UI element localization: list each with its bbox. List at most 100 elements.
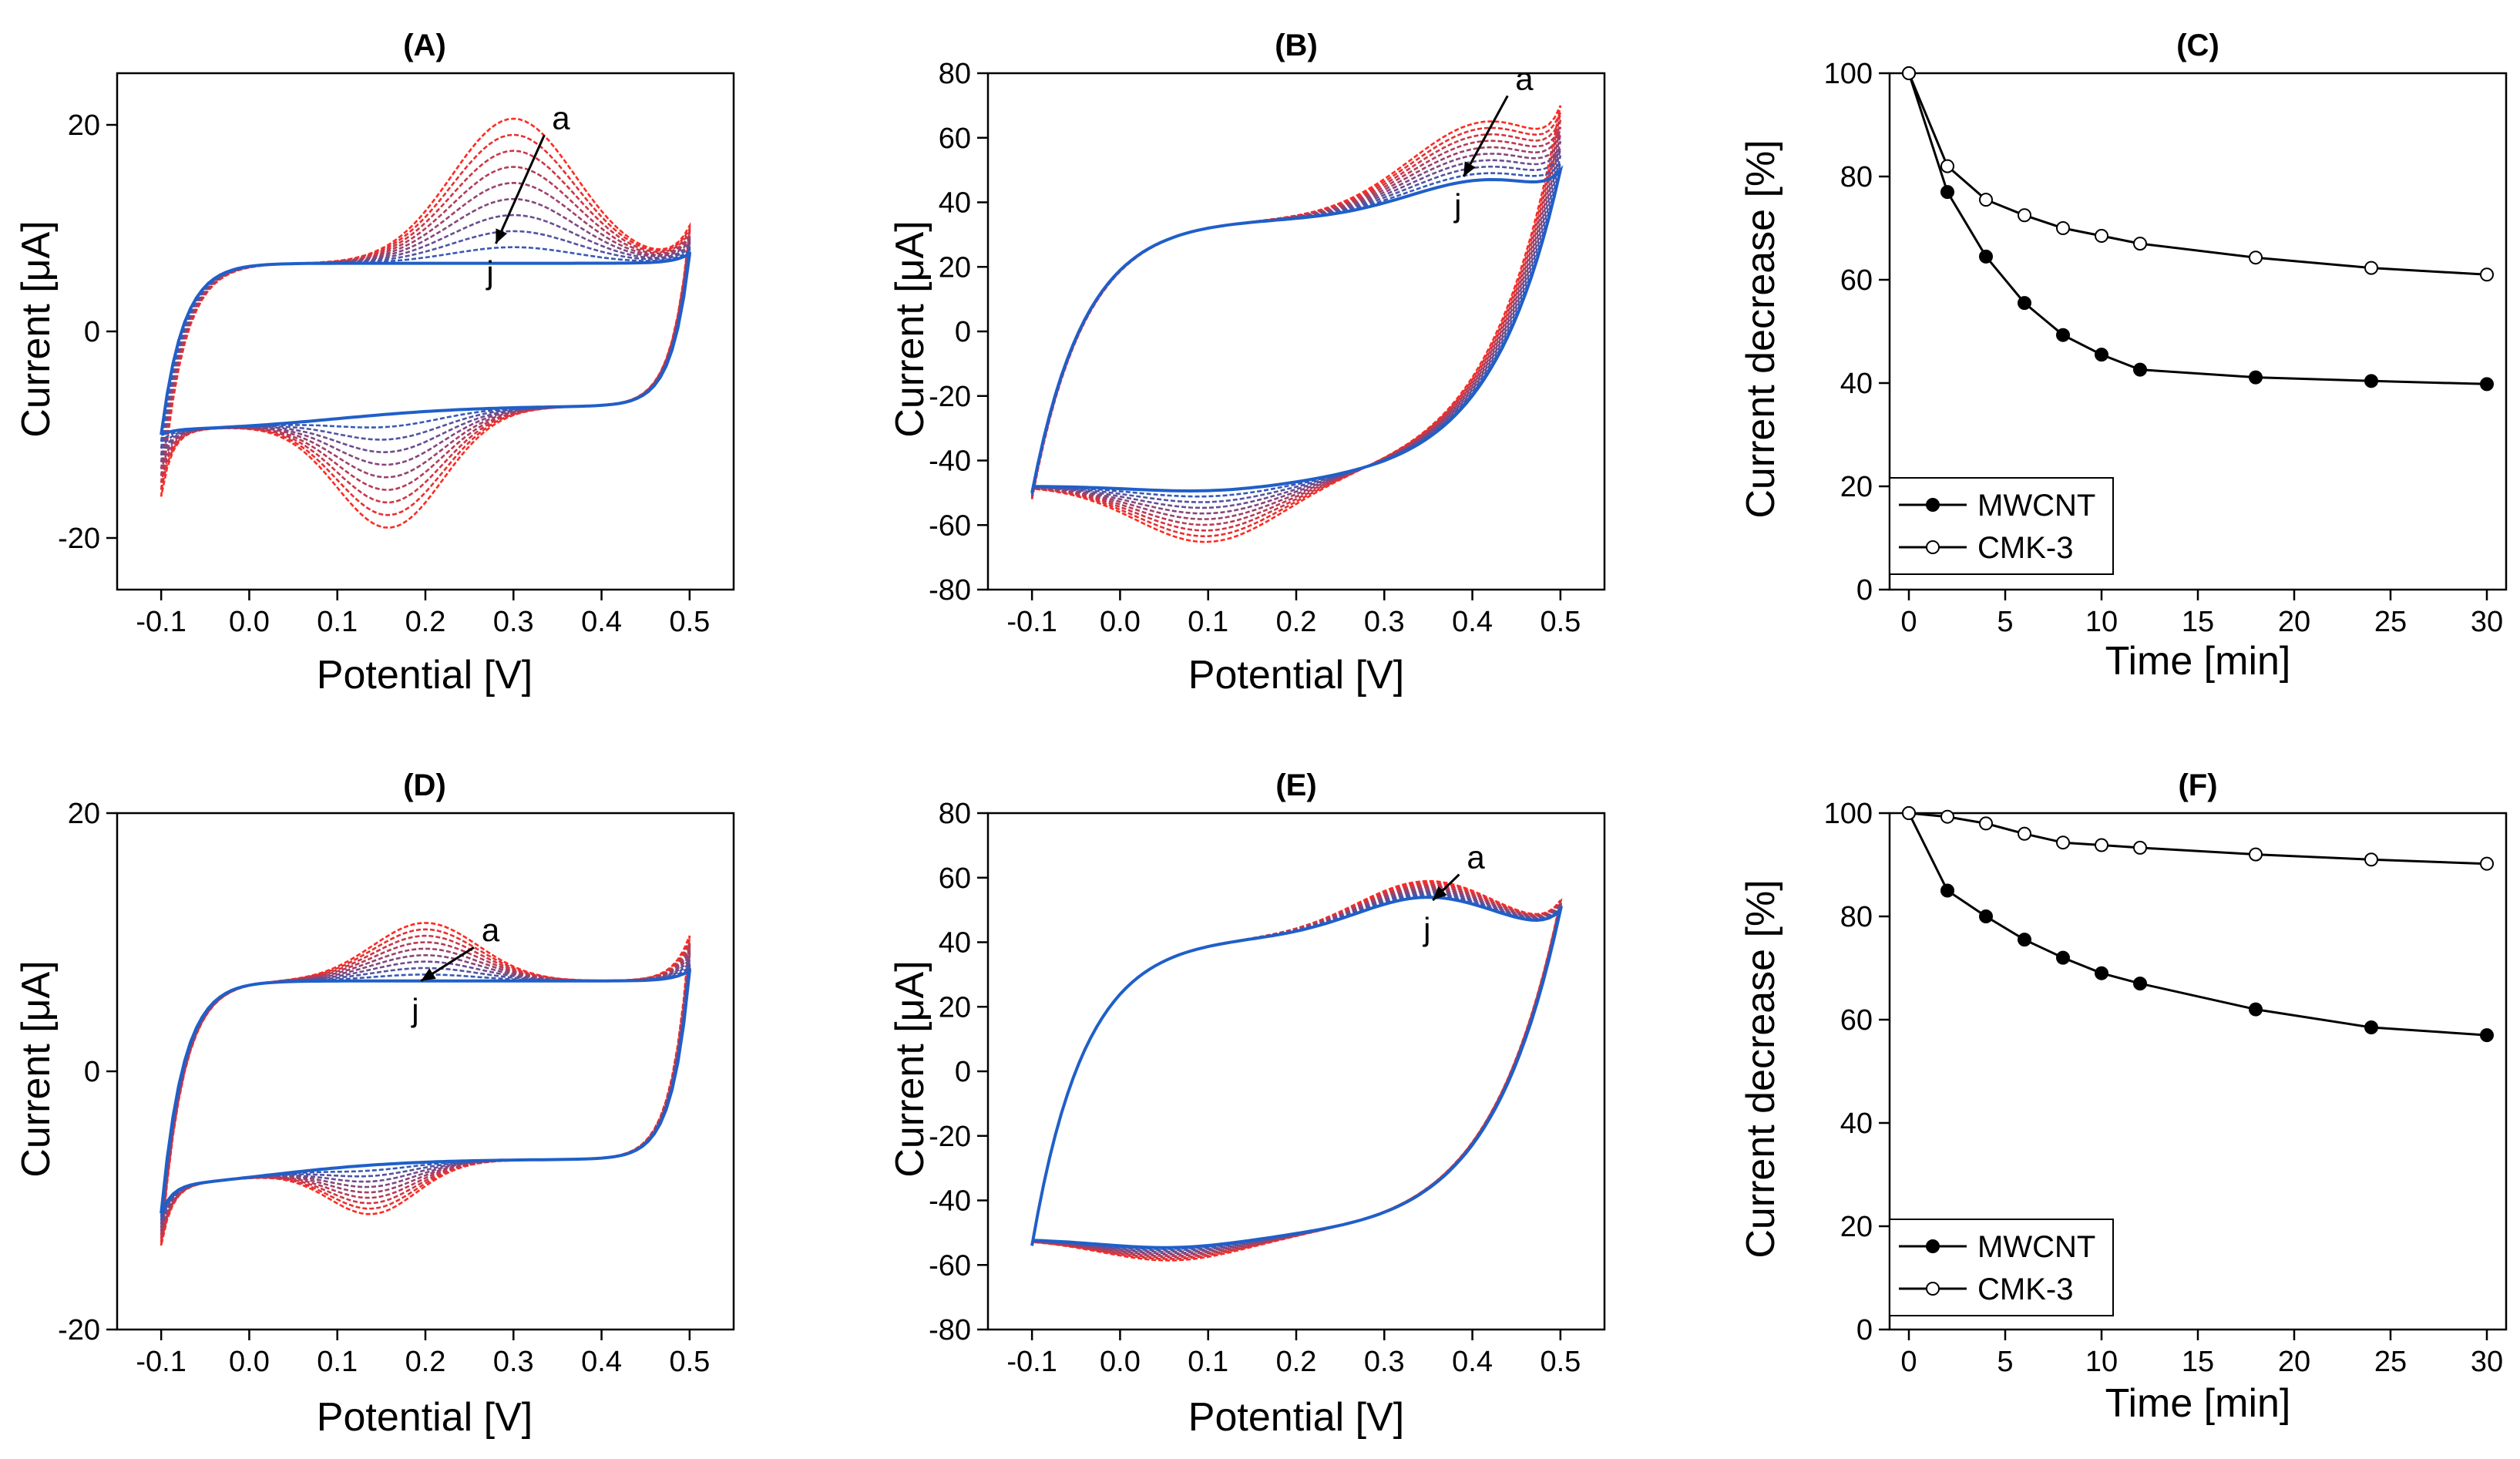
x-tick-label: 0.2 — [1276, 606, 1317, 638]
annotation-label-a: a — [1515, 60, 1534, 96]
y-tick-label: -20 — [58, 1314, 100, 1346]
x-tick-label: 0.5 — [1540, 606, 1581, 638]
y-tick-label: -60 — [929, 1249, 971, 1282]
x-tick-label: 10 — [2085, 606, 2118, 638]
x-tick-label: 30 — [2471, 1346, 2503, 1378]
y-tick-label: 0 — [1856, 574, 1873, 607]
data-point — [1979, 816, 1993, 831]
data-point — [1940, 185, 1954, 200]
cv-curve — [160, 117, 691, 529]
data-point — [2249, 1002, 2263, 1017]
cv-curve — [160, 181, 691, 479]
data-point — [2364, 261, 2378, 275]
data-point — [2364, 852, 2378, 867]
legend-mwcnt-label: MWCNT — [1977, 1230, 2095, 1264]
panel-b-cv-chart: (B) -0.1 0.0 0.1 0.2 0.3 0.4 0.5 -80 -60 -40 -20 0 2… — [888, 29, 1606, 698]
data-point — [2018, 826, 2031, 841]
cv-curve — [160, 947, 691, 1232]
panel-a-ylabel: Current [μA] — [14, 220, 59, 437]
data-point — [2056, 328, 2070, 342]
panel-a-xlabel: Potential [V] — [317, 653, 533, 698]
cv-curve — [1030, 147, 1562, 509]
x-tick-label: 0.0 — [1100, 1346, 1141, 1378]
y-tick-label: 80 — [939, 798, 971, 830]
y-tick-label: -20 — [58, 523, 100, 555]
data-point — [2095, 838, 2108, 852]
y-tick-label: -80 — [929, 574, 971, 607]
y-tick-label: 80 — [1840, 161, 1873, 193]
annotation-label-j: j — [1422, 911, 1430, 947]
cv-curve — [1030, 893, 1563, 1252]
annotation-arrow-head — [421, 968, 436, 981]
cv-curve — [1030, 890, 1563, 1253]
panel-d-xlabel: Potential [V] — [317, 1395, 533, 1440]
cv-curve — [1030, 155, 1562, 503]
panel-c-legend: MWCNT CMK-3 — [1889, 477, 2114, 575]
cv-curve — [160, 934, 691, 1239]
cv-curve — [160, 928, 691, 1242]
series-line-cmk-3 — [1908, 812, 2488, 866]
annotation-arrow-line — [495, 134, 546, 244]
y-tick-label: 20 — [68, 798, 100, 830]
panel-d-title: (D) — [403, 768, 446, 802]
legend-cmk3-label: CMK-3 — [1977, 531, 2073, 565]
data-point — [1940, 809, 1954, 824]
data-point — [2056, 950, 2070, 965]
data-point — [2018, 208, 2031, 223]
data-point — [2133, 362, 2147, 377]
x-tick-label: 25 — [2374, 1346, 2407, 1378]
cv-curve — [1030, 140, 1562, 515]
y-tick-label: 20 — [68, 109, 100, 142]
y-tick-label: 0 — [955, 1056, 971, 1088]
annotation-arrow-head — [496, 228, 508, 244]
panel-f-xlabel: Time [min] — [2105, 1381, 2291, 1426]
data-point — [1979, 249, 1993, 264]
cv-curve — [160, 251, 691, 436]
x-tick-label: -0.1 — [1006, 1346, 1057, 1378]
cv-curve — [1030, 126, 1562, 526]
panel-a-cv-chart: (A) -0.1 0.0 0.1 0.2 0.3 0.4 0.5 -20 0 20 a j Poten… — [14, 29, 735, 698]
cv-curve — [1030, 879, 1562, 1262]
data-point — [2480, 267, 2494, 282]
annotation-label-j: j — [485, 254, 493, 291]
data-point — [1902, 806, 1916, 820]
y-tick-label: -80 — [929, 1314, 971, 1346]
x-tick-label: -0.1 — [136, 1346, 186, 1378]
y-tick-label: -20 — [929, 381, 971, 413]
y-tick-label: 40 — [939, 927, 971, 960]
data-point — [2249, 250, 2263, 265]
cv-curve — [160, 922, 691, 1246]
annotation-arrow-head — [1433, 886, 1447, 901]
y-tick-label: 20 — [939, 251, 971, 284]
x-tick-label: -0.1 — [1006, 606, 1057, 638]
y-tick-label: 40 — [1840, 368, 1873, 400]
cv-curve — [1030, 887, 1563, 1256]
y-tick-label: 60 — [1840, 264, 1873, 297]
y-tick-label: 60 — [939, 862, 971, 895]
panel-d-cv-chart: (D) -0.1 0.0 0.1 0.2 0.3 0.4 0.5 -20 0 20 a j Poten… — [14, 768, 735, 1440]
x-tick-label: -0.1 — [136, 606, 186, 638]
panel-e-cv-chart: (E) -0.1 0.0 0.1 0.2 0.3 0.4 0.5 -80 -60 -40 -20 0 2… — [888, 768, 1606, 1440]
x-tick-label: 0.4 — [1452, 606, 1493, 638]
data-point — [2480, 856, 2494, 871]
y-tick-label: 0 — [955, 316, 971, 348]
x-tick-label: 0.5 — [1540, 1346, 1581, 1378]
y-tick-label: 0 — [84, 1056, 100, 1088]
data-point — [1940, 159, 1954, 173]
x-tick-label: 0 — [1900, 606, 1917, 638]
cv-curve — [1030, 882, 1563, 1260]
series-line-mwcnt — [1907, 72, 2488, 385]
y-tick-label: 60 — [939, 123, 971, 155]
plot-frame — [116, 72, 735, 591]
data-point — [2095, 229, 2108, 244]
y-tick-label: -20 — [929, 1121, 971, 1153]
x-tick-label: 5 — [1997, 606, 2013, 638]
cv-curve — [1030, 889, 1563, 1255]
y-tick-label: 60 — [1840, 1004, 1873, 1037]
cv-curve — [1030, 159, 1563, 498]
x-tick-label: 0.2 — [405, 1346, 446, 1378]
x-tick-label: 0.1 — [317, 606, 358, 638]
cv-curve — [1030, 885, 1563, 1258]
